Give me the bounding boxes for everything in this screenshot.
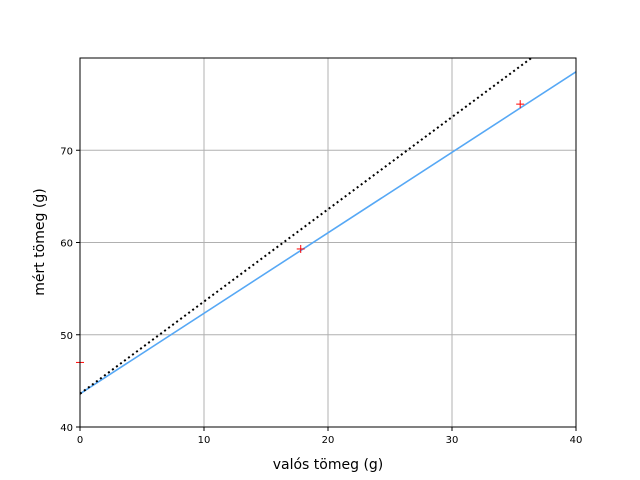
x-tick-label: 40 xyxy=(570,435,583,446)
dotted-line-series xyxy=(80,58,532,395)
y-tick-label: 40 xyxy=(60,423,73,434)
x-axis-label: valós tömeg (g) xyxy=(273,457,384,473)
data-point-marker xyxy=(516,100,525,109)
x-tick-label: 0 xyxy=(77,435,83,446)
series-layer xyxy=(80,58,576,395)
y-tick-label: 70 xyxy=(60,146,73,157)
y-tick-label: 50 xyxy=(60,331,73,342)
solid-line-series xyxy=(80,71,576,395)
y-tick-label: 60 xyxy=(60,239,73,250)
y-axis-label: mért tömeg (g) xyxy=(32,188,48,295)
ticks: 0 10 20 30 40 40 50 60 70 xyxy=(60,146,582,446)
x-tick-label: 10 xyxy=(198,435,211,446)
data-point-marker xyxy=(296,244,305,253)
x-tick-label: 30 xyxy=(446,435,459,446)
x-tick-label: 20 xyxy=(322,435,335,446)
